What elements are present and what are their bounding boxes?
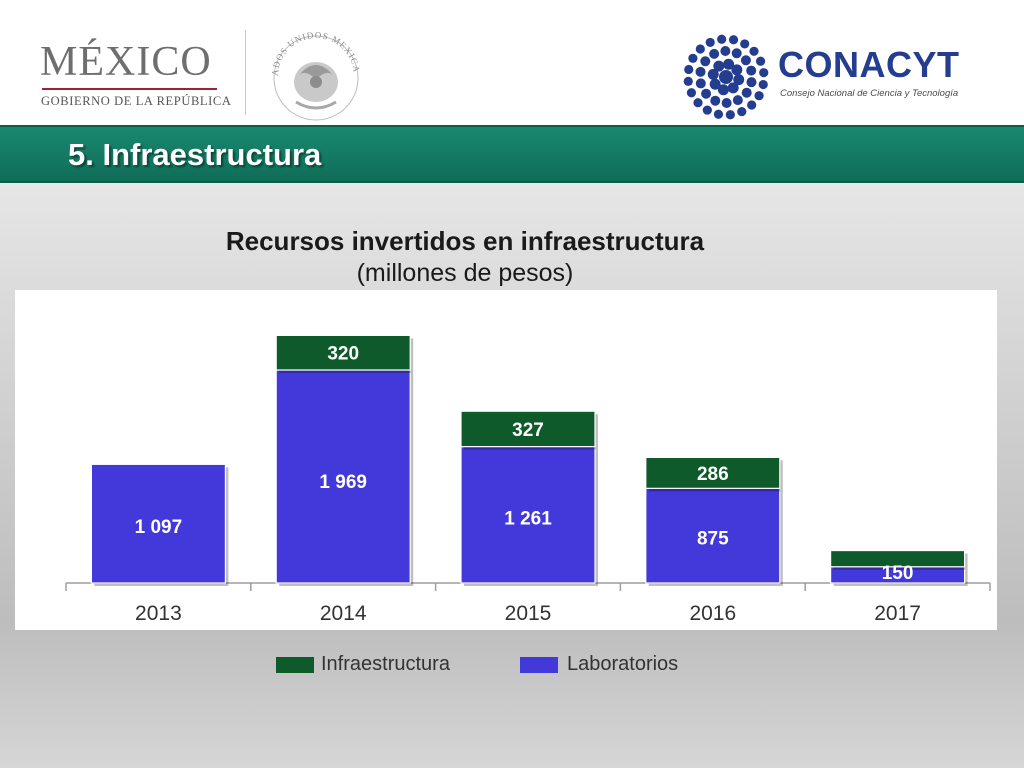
x-tick-label-2017: 2017	[874, 602, 921, 625]
data-label-laboratorios-2014: 1 969	[319, 472, 367, 493]
bar-infraestructura-2014	[275, 334, 411, 371]
mexico-logo-subtitle: GOBIERNO DE LA REPÚBLICA	[41, 94, 232, 108]
legend-label-infraestructura: Infraestructura	[321, 653, 450, 675]
chart-title: Recursos invertidos en infraestructura	[225, 226, 705, 256]
mexico-logo-accent-line	[42, 88, 217, 90]
bar-laboratorios-2016	[645, 487, 781, 584]
legend-label-laboratorios: Laboratorios	[567, 653, 679, 675]
bar-infraestructura-2015	[460, 410, 596, 448]
data-label-laboratorios-2013: 1 097	[135, 517, 183, 538]
slide-title-band: 5. Infraestructura	[0, 125, 1024, 183]
logo-divider	[245, 30, 246, 115]
x-tick-label-2014: 2014	[320, 602, 367, 625]
conacyt-logo-name: CONACYT	[778, 44, 960, 85]
data-label-laboratorios-2016: 875	[697, 529, 729, 550]
conacyt-dots-icon	[680, 33, 772, 121]
escudo-nacional-icon: ESTADOS UNIDOS MEXICANOS	[258, 14, 370, 122]
data-label-laboratorios-2017: 150	[882, 563, 914, 584]
slide-title: 5. Infraestructura	[68, 137, 322, 172]
data-label-infraestructura-2014: 320	[327, 344, 359, 365]
legend-swatch-laboratorios	[520, 657, 558, 673]
bar-laboratorios-2014	[275, 369, 411, 584]
chart-subtitle: (millones de pesos)	[356, 259, 574, 287]
bar-laboratorios-2015	[460, 445, 596, 584]
x-tick-label-2015: 2015	[505, 602, 552, 625]
data-label-infraestructura-2015: 327	[512, 420, 544, 441]
x-tick-label-2016: 2016	[689, 602, 736, 625]
x-tick-label-2013: 2013	[135, 602, 182, 625]
legend-swatch-infraestructura	[276, 657, 314, 673]
data-label-laboratorios-2015: 1 261	[504, 509, 552, 530]
bar-laboratorios-2013	[90, 463, 227, 584]
mexico-logo: MÉXICO GOBIERNO DE LA REPÚBLICA	[38, 38, 232, 113]
bar-infraestructura-2016	[645, 456, 781, 489]
header: MÉXICO GOBIERNO DE LA REPÚBLICA ESTADOS …	[0, 0, 1024, 125]
data-label-infraestructura-2016: 286	[697, 464, 729, 485]
conacyt-logo-subtitle: Consejo Nacional de Ciencia y Tecnología	[780, 88, 959, 99]
bar-infraestructura-2017	[829, 549, 966, 568]
mexico-logo-word: MÉXICO	[40, 39, 212, 85]
